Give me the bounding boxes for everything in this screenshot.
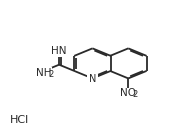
Text: 2: 2 [48,70,53,79]
Text: HCl: HCl [10,115,29,125]
Text: HN: HN [51,46,67,56]
Text: NO: NO [120,88,136,98]
Text: NH: NH [36,68,52,78]
Text: N: N [89,74,96,84]
Text: 2: 2 [133,90,138,99]
